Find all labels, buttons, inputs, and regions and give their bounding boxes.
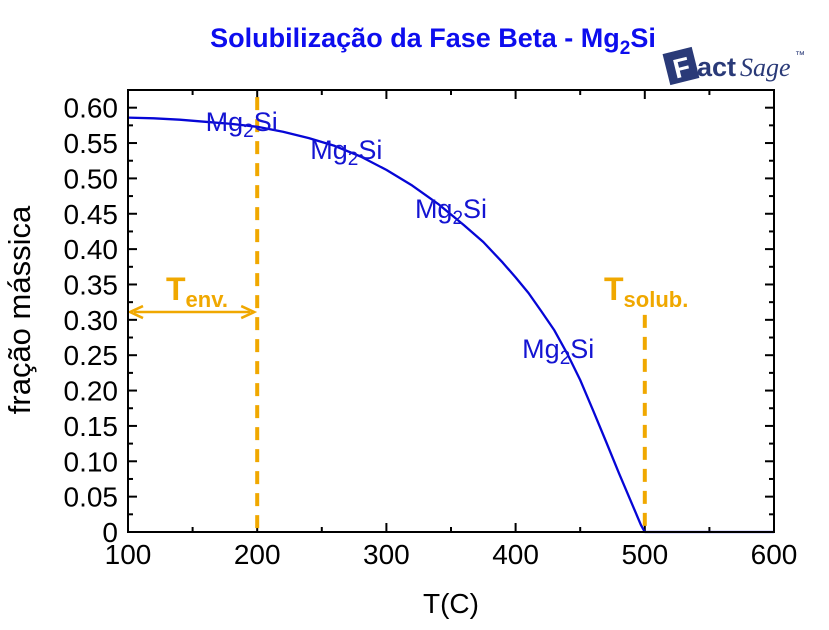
- t-env-label: Tenv.: [166, 271, 228, 312]
- y-tick-label: 0.30: [64, 305, 119, 336]
- x-tick-label: 200: [234, 539, 281, 570]
- y-tick-label: 0.50: [64, 163, 119, 194]
- x-tick-label: 500: [621, 539, 668, 570]
- factsage-logo: F act Sage ™: [662, 46, 805, 86]
- factsage-logo-tm: ™: [795, 50, 805, 61]
- y-tick-label: 0: [102, 517, 118, 548]
- t-env-arrowhead-right: [240, 304, 258, 320]
- y-tick-label: 0.40: [64, 234, 119, 265]
- x-tick-label: 400: [492, 539, 539, 570]
- y-tick-label: 0.25: [64, 340, 119, 371]
- y-tick-label: 0.15: [64, 411, 119, 442]
- factsage-logo-square: [662, 46, 700, 86]
- x-tick-label: 300: [363, 539, 410, 570]
- x-axis-label: T(C): [423, 588, 479, 619]
- factsage-logo-f: F: [670, 51, 693, 84]
- y-tick-label: 0.45: [64, 199, 119, 230]
- plot-layer: 100 200 300 400 500 600 0 0.05 0.10 0.15 0.20 0.25 0…: [64, 90, 798, 570]
- y-axis-label: fração mássica: [2, 205, 37, 414]
- y-tick-label: 0.55: [64, 128, 119, 159]
- x-tick-label: 100: [105, 539, 152, 570]
- factsage-logo-sage: Sage: [740, 53, 791, 82]
- x-tick-label: 600: [751, 539, 798, 570]
- solubility-curve: [127, 116, 774, 534]
- y-tick-label: 0.20: [64, 376, 119, 407]
- y-tick-label: 0.35: [64, 269, 119, 300]
- chart-title: Solubilização da Fase Beta - Mg2Si: [210, 23, 656, 59]
- y-tick-label: 0.05: [64, 482, 119, 513]
- curve-label-mg2si-1: Mg2Si: [206, 107, 278, 142]
- plot-frame: [127, 89, 775, 533]
- curve-label-mg2si-4: Mg2Si: [522, 334, 594, 369]
- t-env-arrowhead-left: [127, 304, 144, 320]
- curve-label-mg2si-2: Mg2Si: [310, 135, 382, 170]
- curve-label-mg2si-3: Mg2Si: [415, 194, 487, 229]
- factsage-logo-act: act: [697, 52, 736, 82]
- t-solub-label: Tsolub.: [604, 271, 688, 312]
- y-tick-label: 0.60: [64, 93, 119, 124]
- y-tick-label: 0.10: [64, 446, 119, 477]
